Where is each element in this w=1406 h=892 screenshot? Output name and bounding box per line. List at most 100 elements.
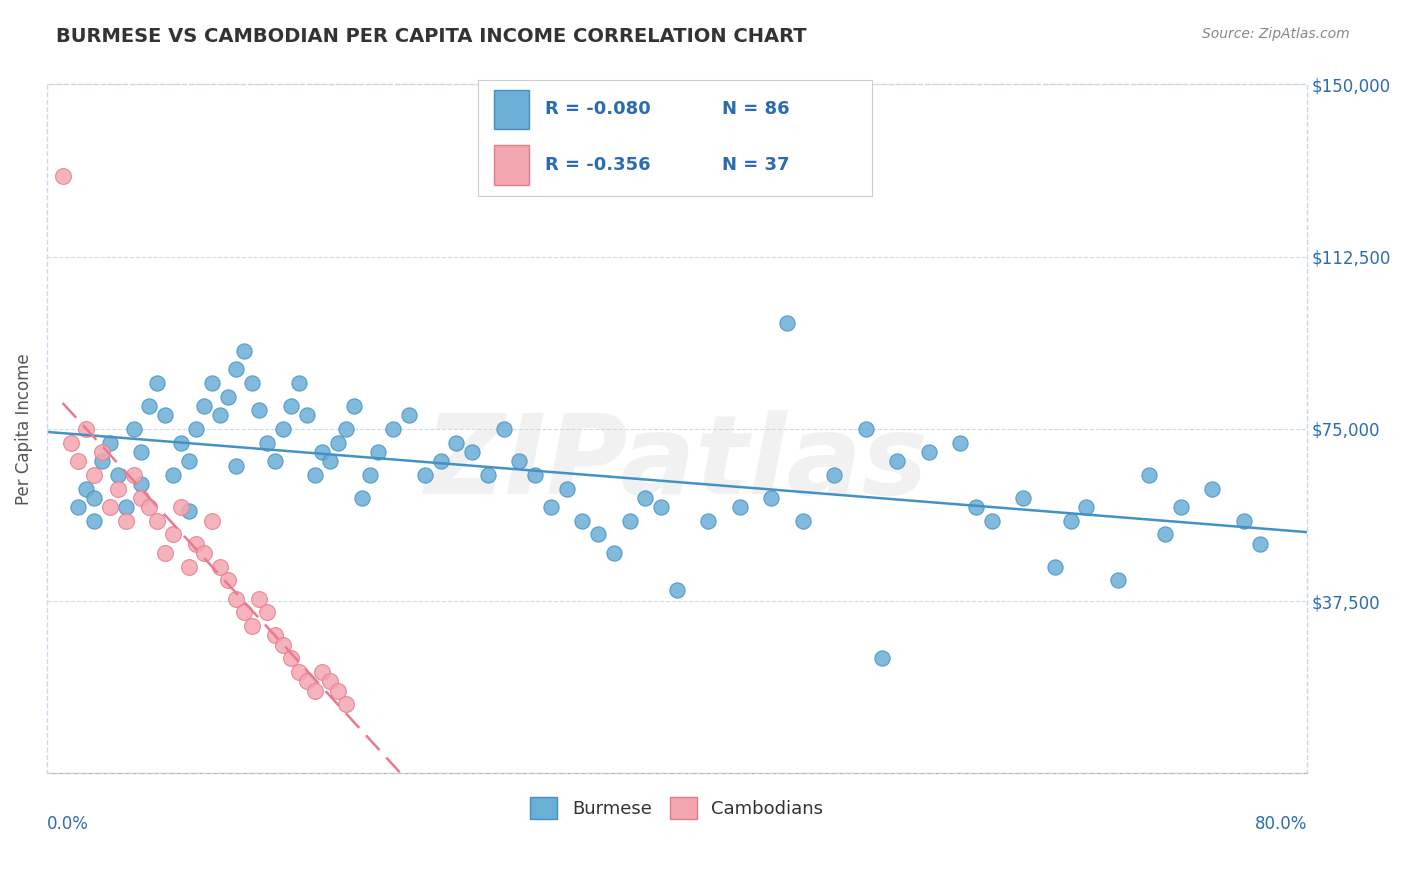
Point	[477, 467, 499, 482]
Point	[634, 491, 657, 505]
Point	[328, 683, 350, 698]
Point	[114, 500, 136, 514]
Point	[170, 435, 193, 450]
Point	[359, 467, 381, 482]
Point	[367, 444, 389, 458]
Point	[225, 591, 247, 606]
Point	[264, 628, 287, 642]
Text: R = -0.080: R = -0.080	[546, 100, 651, 119]
Point	[153, 408, 176, 422]
Point	[240, 376, 263, 390]
Point	[186, 536, 208, 550]
Text: N = 37: N = 37	[723, 156, 790, 174]
Point	[461, 444, 484, 458]
Point	[728, 500, 751, 514]
Point	[398, 408, 420, 422]
Point	[1154, 527, 1177, 541]
Point	[311, 444, 333, 458]
Point	[311, 665, 333, 680]
Point	[1137, 467, 1160, 482]
Point	[1233, 514, 1256, 528]
FancyBboxPatch shape	[494, 145, 529, 185]
Point	[114, 514, 136, 528]
Point	[540, 500, 562, 514]
Point	[965, 500, 987, 514]
Point	[1043, 559, 1066, 574]
Point	[249, 403, 271, 417]
Point	[603, 546, 626, 560]
Point	[918, 444, 941, 458]
Point	[350, 491, 373, 505]
Point	[1059, 514, 1081, 528]
Point	[67, 500, 90, 514]
Point	[146, 514, 169, 528]
Point	[886, 454, 908, 468]
Point	[823, 467, 845, 482]
Point	[571, 514, 593, 528]
Point	[162, 467, 184, 482]
Point	[153, 546, 176, 560]
Point	[586, 527, 609, 541]
Point	[492, 422, 515, 436]
Point	[162, 527, 184, 541]
Point	[271, 638, 294, 652]
Point	[697, 514, 720, 528]
Point	[319, 674, 342, 689]
Point	[650, 500, 672, 514]
Point	[201, 376, 224, 390]
Legend: Burmese, Cambodians: Burmese, Cambodians	[523, 789, 831, 826]
Point	[980, 514, 1002, 528]
Text: R = -0.356: R = -0.356	[546, 156, 651, 174]
Point	[776, 316, 799, 330]
Point	[761, 491, 783, 505]
Point	[201, 514, 224, 528]
Point	[1170, 500, 1192, 514]
Point	[122, 467, 145, 482]
Point	[335, 422, 357, 436]
Point	[98, 435, 121, 450]
Text: N = 86: N = 86	[723, 100, 790, 119]
Point	[107, 482, 129, 496]
Point	[83, 467, 105, 482]
Point	[619, 514, 641, 528]
Point	[295, 674, 318, 689]
Point	[193, 546, 215, 560]
Point	[217, 390, 239, 404]
Point	[52, 169, 75, 184]
Point	[280, 651, 302, 665]
Point	[429, 454, 451, 468]
Point	[83, 491, 105, 505]
Point	[1249, 536, 1271, 550]
Point	[665, 582, 688, 597]
Point	[343, 399, 366, 413]
Point	[288, 376, 311, 390]
Point	[193, 399, 215, 413]
Point	[122, 422, 145, 436]
Bar	[46, 85, 1306, 773]
Point	[304, 467, 326, 482]
Point	[146, 376, 169, 390]
Point	[225, 458, 247, 473]
Point	[177, 454, 200, 468]
Point	[249, 591, 271, 606]
Point	[232, 343, 254, 358]
Point	[855, 422, 877, 436]
Point	[382, 422, 405, 436]
Point	[170, 500, 193, 514]
Point	[186, 422, 208, 436]
Point	[446, 435, 468, 450]
Point	[209, 408, 232, 422]
Text: 80.0%: 80.0%	[1254, 814, 1306, 832]
Point	[131, 444, 153, 458]
Point	[91, 444, 114, 458]
Point	[280, 399, 302, 413]
Point	[1201, 482, 1223, 496]
Point	[131, 477, 153, 491]
Point	[870, 651, 893, 665]
Text: BURMESE VS CAMBODIAN PER CAPITA INCOME CORRELATION CHART: BURMESE VS CAMBODIAN PER CAPITA INCOME C…	[56, 27, 807, 45]
Point	[271, 422, 294, 436]
Text: 0.0%: 0.0%	[46, 814, 89, 832]
Text: ZIPatlas: ZIPatlas	[425, 409, 929, 516]
Point	[98, 500, 121, 514]
Point	[138, 399, 160, 413]
